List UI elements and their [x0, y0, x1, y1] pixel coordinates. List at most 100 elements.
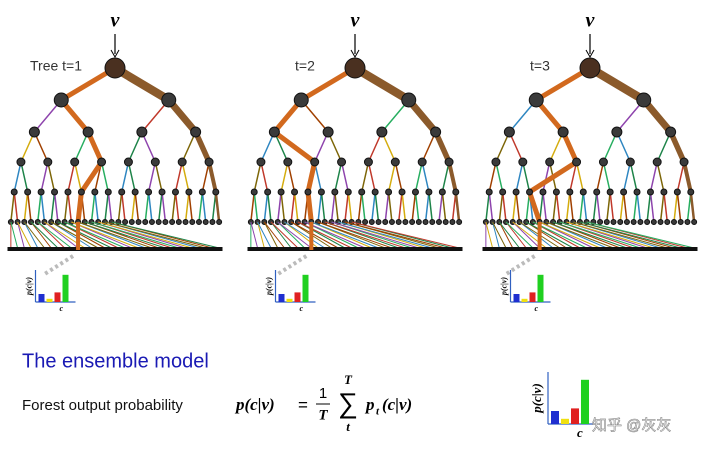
tree-node: [398, 188, 406, 196]
tree-node: [122, 219, 129, 225]
arrow-head: [585, 49, 595, 59]
leaf-edge: [257, 221, 272, 249]
tree-edge: [214, 190, 221, 224]
tree-edge: [107, 191, 113, 223]
tree-edge: [266, 191, 272, 223]
tree-edge: [344, 191, 350, 223]
tree-node: [195, 219, 202, 225]
tree-node: [344, 57, 366, 79]
trees: v Tree t=1 p(c|v) c v t=2 p(c|v) c v t=3 p(c|v) c: [7, 10, 698, 313]
hist-bar: [54, 292, 61, 302]
tree-node: [358, 188, 366, 196]
tree-node: [250, 188, 258, 196]
tree-edge: [582, 191, 588, 223]
tree-edge: [181, 161, 190, 193]
tree-label: t=3: [530, 58, 550, 74]
tree-node: [673, 188, 681, 196]
tree-edge: [649, 161, 658, 193]
tree-node: [518, 157, 528, 167]
tree-edge: [619, 191, 625, 223]
tree-node: [28, 126, 40, 138]
tree-node: [77, 188, 85, 196]
input-label: v: [111, 10, 121, 32]
tree-node: [145, 188, 153, 196]
hist-y-label: p(c|v): [24, 277, 33, 297]
tree-edge: [676, 161, 685, 193]
tree-edge: [498, 191, 504, 223]
leaf-edge: [91, 221, 179, 249]
tree-node: [485, 188, 493, 196]
leaf-bar: [482, 247, 698, 251]
leaf-edge: [284, 221, 326, 249]
tree-edge: [552, 191, 558, 223]
tree-node: [566, 188, 574, 196]
tree-node: [190, 126, 202, 138]
tree-node: [16, 157, 26, 167]
leaf-edge: [17, 221, 32, 249]
tree-node: [331, 188, 339, 196]
tree-node: [322, 126, 334, 138]
tree-node: [415, 219, 422, 225]
tree-edge: [488, 161, 497, 193]
tree-edge: [67, 191, 73, 223]
tree-node: [363, 157, 373, 167]
leaf-edge: [277, 221, 312, 249]
leaf-edge: [505, 221, 527, 249]
tree-edge: [411, 191, 417, 223]
tree-node: [617, 219, 624, 225]
tree-edge: [253, 191, 259, 223]
tree-edge: [127, 161, 136, 193]
leaf-edge: [338, 221, 433, 249]
tree-node: [646, 188, 654, 196]
tree-node: [606, 188, 614, 196]
leaf-edge: [297, 221, 352, 249]
tree-node: [337, 157, 347, 167]
formula-denominator: T: [318, 407, 328, 423]
tree-node: [664, 219, 671, 225]
tree-edge: [609, 191, 615, 223]
leaf-edge: [30, 221, 59, 249]
tree-node: [64, 188, 72, 196]
tree-node: [371, 188, 379, 196]
tree-edge: [154, 161, 163, 193]
tree-node: [557, 126, 569, 138]
formula-rhs-arg: (c|v): [382, 395, 412, 414]
hist-bar: [294, 292, 301, 302]
tree-node: [104, 188, 112, 196]
tree-edge: [447, 160, 458, 194]
tree-edge: [689, 190, 696, 224]
tree-node: [449, 219, 456, 225]
tree-node: [429, 219, 436, 225]
tree-edge: [53, 191, 59, 223]
tree-edge: [20, 161, 29, 193]
caption: Forest output probability: [22, 397, 183, 414]
tree-node: [636, 92, 652, 108]
tree-node: [376, 126, 388, 138]
leaf-edge: [498, 221, 520, 249]
tree-node: [382, 219, 389, 225]
tree-edge: [161, 191, 167, 223]
tree-node: [623, 219, 630, 225]
leaf-edge: [263, 221, 285, 249]
tree-node: [53, 92, 69, 108]
hist-bar: [278, 294, 285, 302]
tree-edge: [579, 191, 585, 223]
tree-edge: [330, 191, 336, 223]
tree-node: [438, 188, 446, 196]
tree-edge: [606, 191, 611, 223]
ensemble-title: The ensemble model: [22, 350, 209, 372]
tree-node: [422, 219, 429, 225]
tree-node: [150, 157, 160, 167]
leaf-edge: [10, 221, 19, 249]
hist-bar: [513, 294, 520, 302]
tree-node: [175, 219, 182, 225]
tree-edge: [387, 191, 393, 223]
leaf-edge: [573, 221, 668, 249]
tree-node: [539, 188, 547, 196]
tree-node: [375, 219, 382, 225]
tree-edge: [522, 161, 531, 193]
hist-x-label: c: [535, 304, 539, 313]
tree-node: [97, 157, 107, 167]
tree-edge: [36, 191, 42, 223]
tree-node: [610, 219, 617, 225]
